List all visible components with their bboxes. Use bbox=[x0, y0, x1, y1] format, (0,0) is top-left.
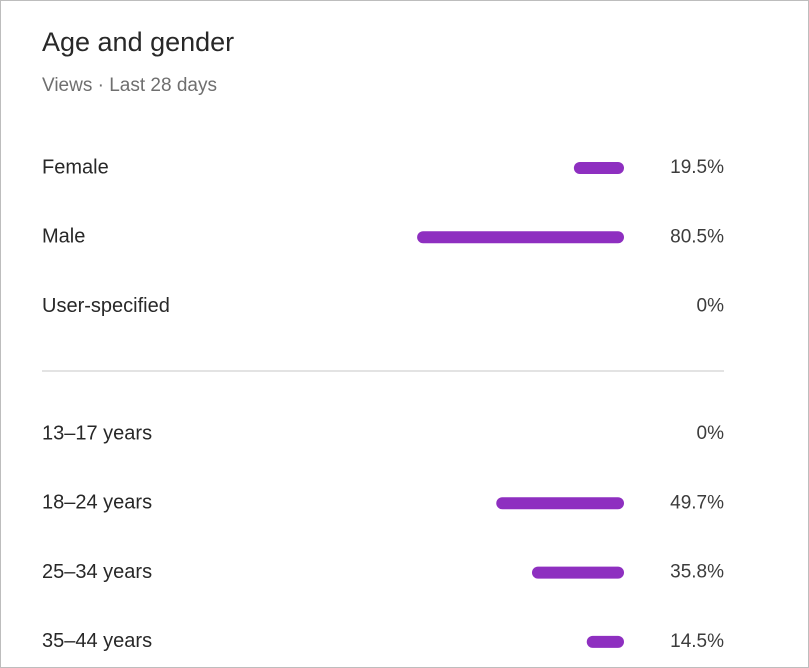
value-label: 14.5% bbox=[670, 631, 724, 652]
value-label: 35.8% bbox=[670, 562, 724, 583]
row-label: Female bbox=[42, 156, 109, 178]
bar bbox=[531, 566, 624, 579]
value-label: 49.7% bbox=[670, 492, 724, 513]
row-label: 35–44 years bbox=[42, 630, 152, 652]
bar bbox=[573, 162, 624, 174]
bar bbox=[417, 231, 624, 244]
row-label: 13–17 years bbox=[42, 422, 152, 444]
bar bbox=[586, 635, 624, 648]
value-label: 0% bbox=[697, 423, 725, 444]
row-label: 25–34 years bbox=[42, 561, 152, 583]
row-label: 18–24 years bbox=[42, 492, 152, 514]
row-label: User-specified bbox=[42, 295, 170, 317]
value-label: 19.5% bbox=[670, 157, 724, 178]
row-label: Male bbox=[42, 226, 85, 248]
card-title: Age and gender bbox=[42, 27, 234, 57]
value-label: 80.5% bbox=[670, 226, 724, 247]
value-label: 0% bbox=[697, 296, 725, 317]
card-subtitle: Views · Last 28 days bbox=[42, 75, 217, 96]
bar bbox=[496, 497, 624, 510]
